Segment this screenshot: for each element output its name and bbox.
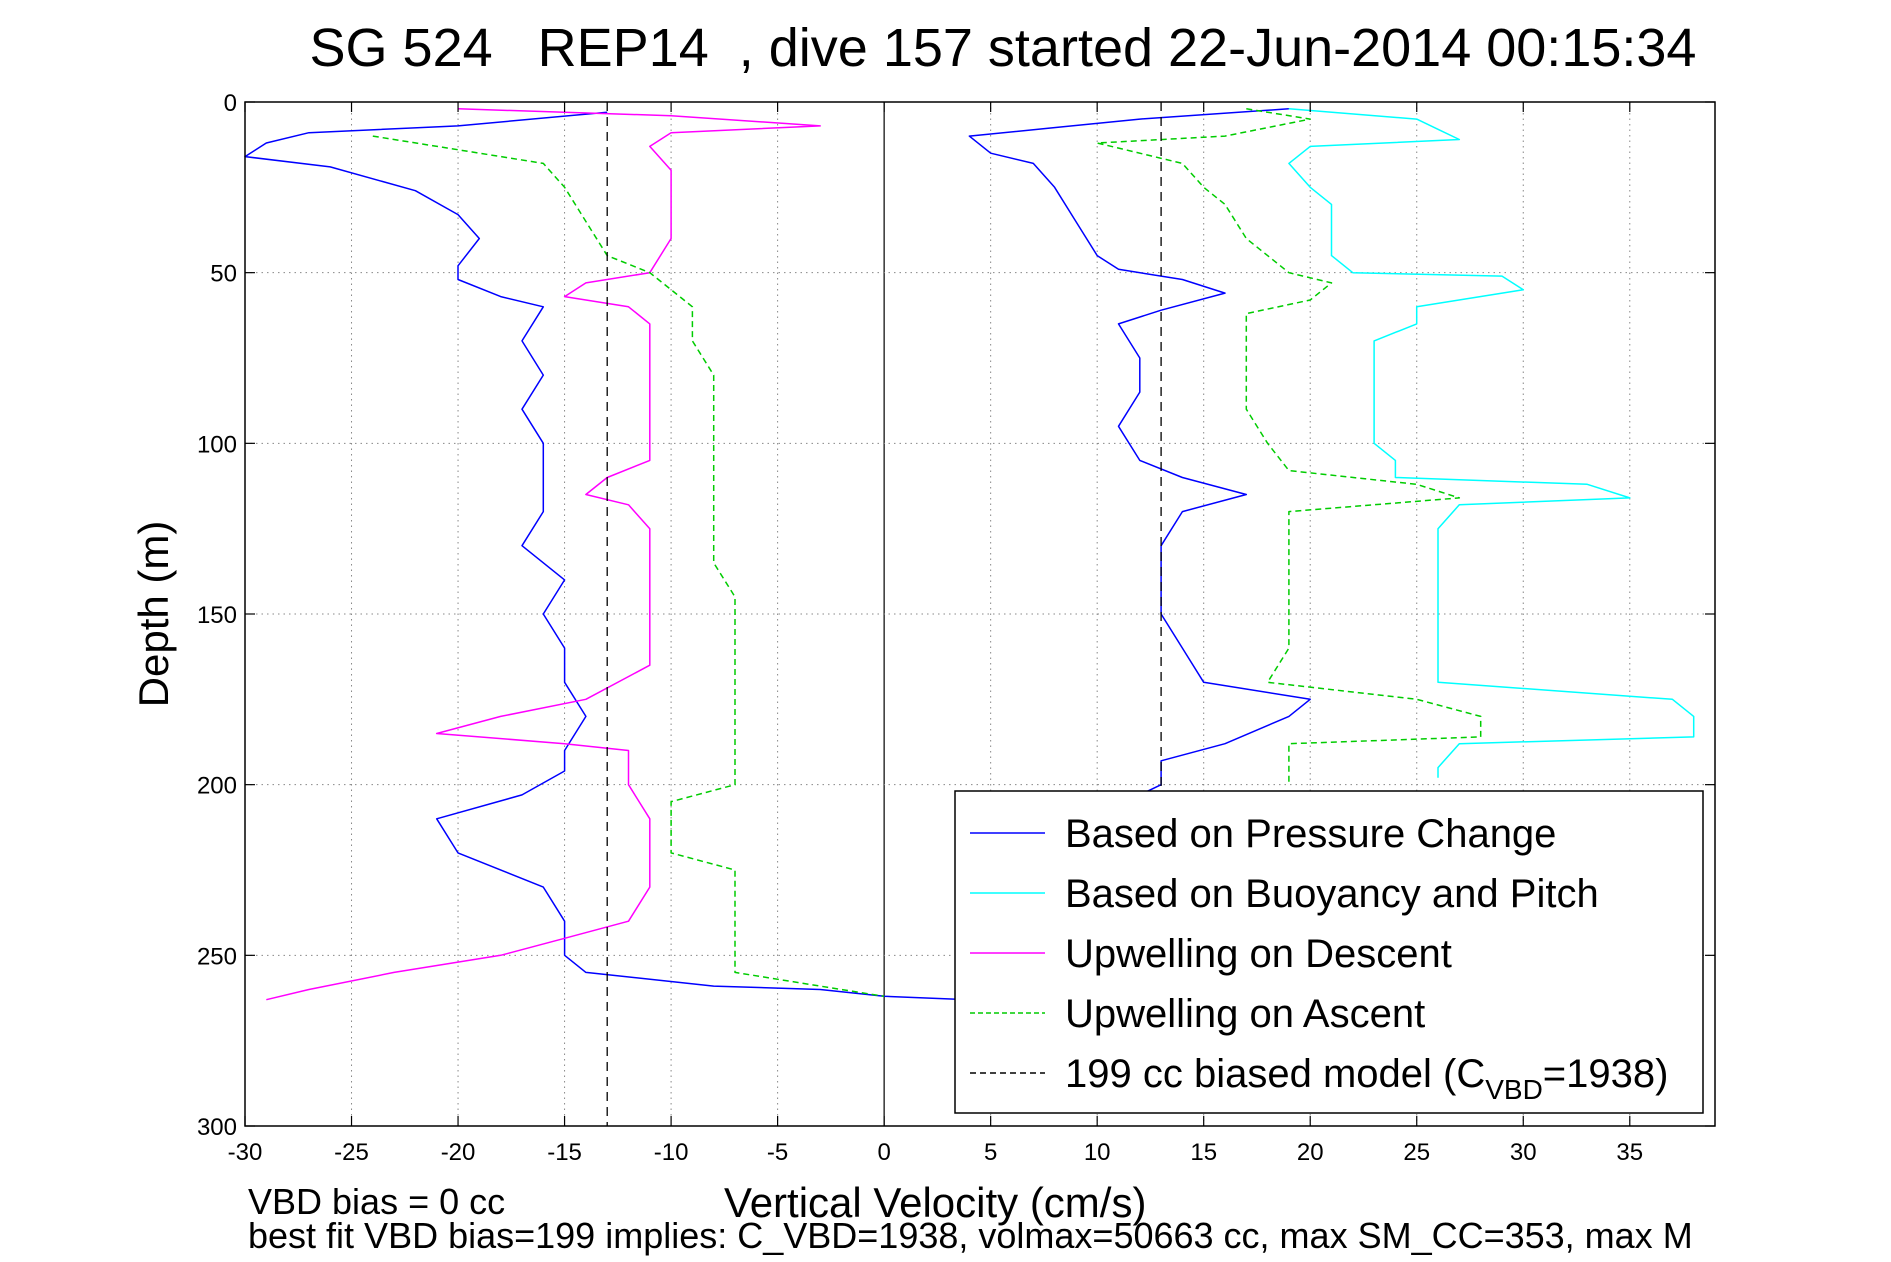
series-3-line-descent	[372, 135, 885, 998]
series-layer	[244, 102, 1695, 1126]
series-0-line-descent	[244, 111, 1055, 1001]
legend-label: Upwelling on Ascent	[1065, 992, 1425, 1036]
series-3-line-ascent	[1096, 108, 1482, 785]
x-tick-label: -10	[654, 1139, 689, 1166]
footer-vbd-bias: VBD bias = 0 cc	[248, 1181, 506, 1222]
y-tick-label: 0	[224, 90, 237, 117]
legend-label: Based on Buoyancy and Pitch	[1065, 872, 1599, 916]
x-tick-label: -30	[228, 1139, 263, 1166]
x-tick-label: 15	[1190, 1139, 1217, 1166]
y-tick-label: 150	[197, 602, 237, 629]
y-tick-label: 300	[197, 1114, 237, 1141]
y-axis-label: Depth (m)	[130, 521, 177, 708]
x-tick-label: 20	[1297, 1139, 1324, 1166]
tick-labels: -30 -25 -20 -15 -10 -5 0 5 10 15 20 25 30 35 0 50 100 150…	[197, 90, 1643, 1166]
chart-title: SG 524 REP14 , dive 157 started 22-Jun-2…	[310, 18, 1697, 78]
x-tick-label: 10	[1084, 1139, 1111, 1166]
x-tick-label: -20	[441, 1139, 476, 1166]
legend: Based on Pressure Change Based on Buoyanc…	[954, 790, 1704, 1114]
x-tick-label: 5	[984, 1139, 997, 1166]
y-tick-label: 250	[197, 943, 237, 970]
legend-label: Upwelling on Descent	[1065, 932, 1452, 976]
footer-best-fit: best fit VBD bias=199 implies: C_VBD=193…	[248, 1215, 1693, 1256]
ticks	[244, 101, 1715, 1127]
series-1-line-descent	[1288, 108, 1695, 778]
legend-label: 199 cc biased model (CVBD=1938)	[1065, 1052, 1668, 1105]
series-0-line-ascent	[968, 108, 1311, 796]
x-tick-label: 0	[877, 1139, 890, 1166]
x-tick-label: -15	[547, 1139, 582, 1166]
y-tick-label: 100	[197, 431, 237, 458]
legend-label: Based on Pressure Change	[1065, 812, 1556, 856]
series-2-line-descent	[266, 108, 821, 1001]
x-tick-label: -25	[334, 1139, 369, 1166]
x-axis-label: Vertical Velocity (cm/s)	[724, 1179, 1147, 1226]
x-tick-label: 30	[1510, 1139, 1537, 1166]
x-tick-label: -5	[767, 1139, 788, 1166]
y-tick-label: 50	[210, 261, 237, 288]
y-tick-label: 200	[197, 773, 237, 800]
x-tick-label: 35	[1616, 1139, 1643, 1166]
x-tick-label: 25	[1403, 1139, 1430, 1166]
legend-box	[954, 790, 1704, 1114]
